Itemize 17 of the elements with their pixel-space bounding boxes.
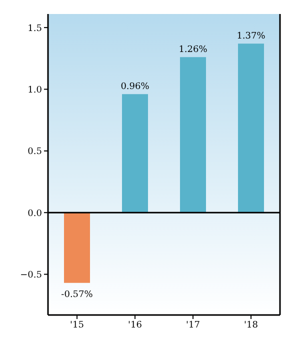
data-label: 0.96% bbox=[120, 82, 150, 92]
bar bbox=[64, 212, 90, 283]
y-tick-label: 1.0 bbox=[28, 85, 42, 96]
x-tick-label: '16 bbox=[128, 320, 142, 330]
y-tick-label: −0.5 bbox=[20, 270, 42, 280]
bar bbox=[238, 44, 264, 213]
bar bbox=[180, 57, 206, 213]
y-tick-label: 0.5 bbox=[28, 147, 42, 158]
data-label: 1.26% bbox=[178, 45, 208, 56]
data-label: 1.37% bbox=[236, 32, 266, 42]
y-tick-label: 0.0 bbox=[28, 208, 42, 219]
x-tick-label: '15 bbox=[70, 320, 84, 330]
data-label: -0.57% bbox=[61, 290, 94, 300]
x-tick-label: '17 bbox=[186, 320, 200, 330]
y-tick-label: 1.5 bbox=[28, 24, 42, 34]
x-tick-label: '18 bbox=[244, 320, 258, 330]
bar bbox=[122, 94, 148, 213]
